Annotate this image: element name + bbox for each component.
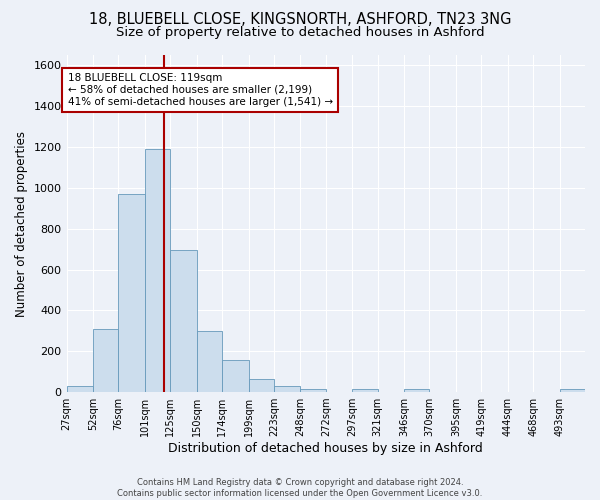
Bar bbox=[301, 389, 326, 392]
Bar bbox=[222, 360, 248, 392]
Bar bbox=[170, 250, 197, 392]
X-axis label: Distribution of detached houses by size in Ashford: Distribution of detached houses by size … bbox=[169, 442, 483, 455]
Y-axis label: Number of detached properties: Number of detached properties bbox=[15, 130, 28, 316]
Bar bbox=[404, 389, 430, 392]
Bar bbox=[274, 386, 301, 392]
Text: Size of property relative to detached houses in Ashford: Size of property relative to detached ho… bbox=[116, 26, 484, 39]
Bar bbox=[93, 329, 118, 392]
Bar bbox=[248, 379, 274, 392]
Bar bbox=[560, 389, 585, 392]
Bar bbox=[197, 331, 222, 392]
Bar bbox=[352, 389, 377, 392]
Text: 18 BLUEBELL CLOSE: 119sqm
← 58% of detached houses are smaller (2,199)
41% of se: 18 BLUEBELL CLOSE: 119sqm ← 58% of detac… bbox=[68, 74, 333, 106]
Bar bbox=[118, 194, 145, 392]
Bar bbox=[145, 149, 170, 392]
Text: Contains HM Land Registry data © Crown copyright and database right 2024.
Contai: Contains HM Land Registry data © Crown c… bbox=[118, 478, 482, 498]
Bar bbox=[67, 386, 93, 392]
Text: 18, BLUEBELL CLOSE, KINGSNORTH, ASHFORD, TN23 3NG: 18, BLUEBELL CLOSE, KINGSNORTH, ASHFORD,… bbox=[89, 12, 511, 28]
